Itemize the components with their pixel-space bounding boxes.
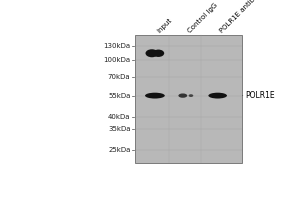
Text: 35kDa: 35kDa — [108, 126, 130, 132]
Ellipse shape — [146, 49, 158, 57]
Ellipse shape — [189, 94, 193, 97]
Text: 100kDa: 100kDa — [103, 57, 130, 63]
Text: 70kDa: 70kDa — [108, 74, 130, 80]
Text: Control IgG: Control IgG — [186, 2, 218, 34]
Text: 55kDa: 55kDa — [108, 93, 130, 99]
Ellipse shape — [153, 50, 164, 57]
Ellipse shape — [145, 93, 165, 99]
Bar — [135, 35, 242, 163]
Text: 40kDa: 40kDa — [108, 114, 130, 120]
Text: 130kDa: 130kDa — [103, 43, 130, 49]
Text: 25kDa: 25kDa — [108, 147, 130, 153]
Text: POLR1E antibody: POLR1E antibody — [219, 0, 266, 34]
Text: Input: Input — [156, 17, 173, 34]
Text: POLR1E: POLR1E — [243, 91, 275, 100]
Ellipse shape — [208, 93, 227, 99]
Ellipse shape — [178, 93, 187, 98]
